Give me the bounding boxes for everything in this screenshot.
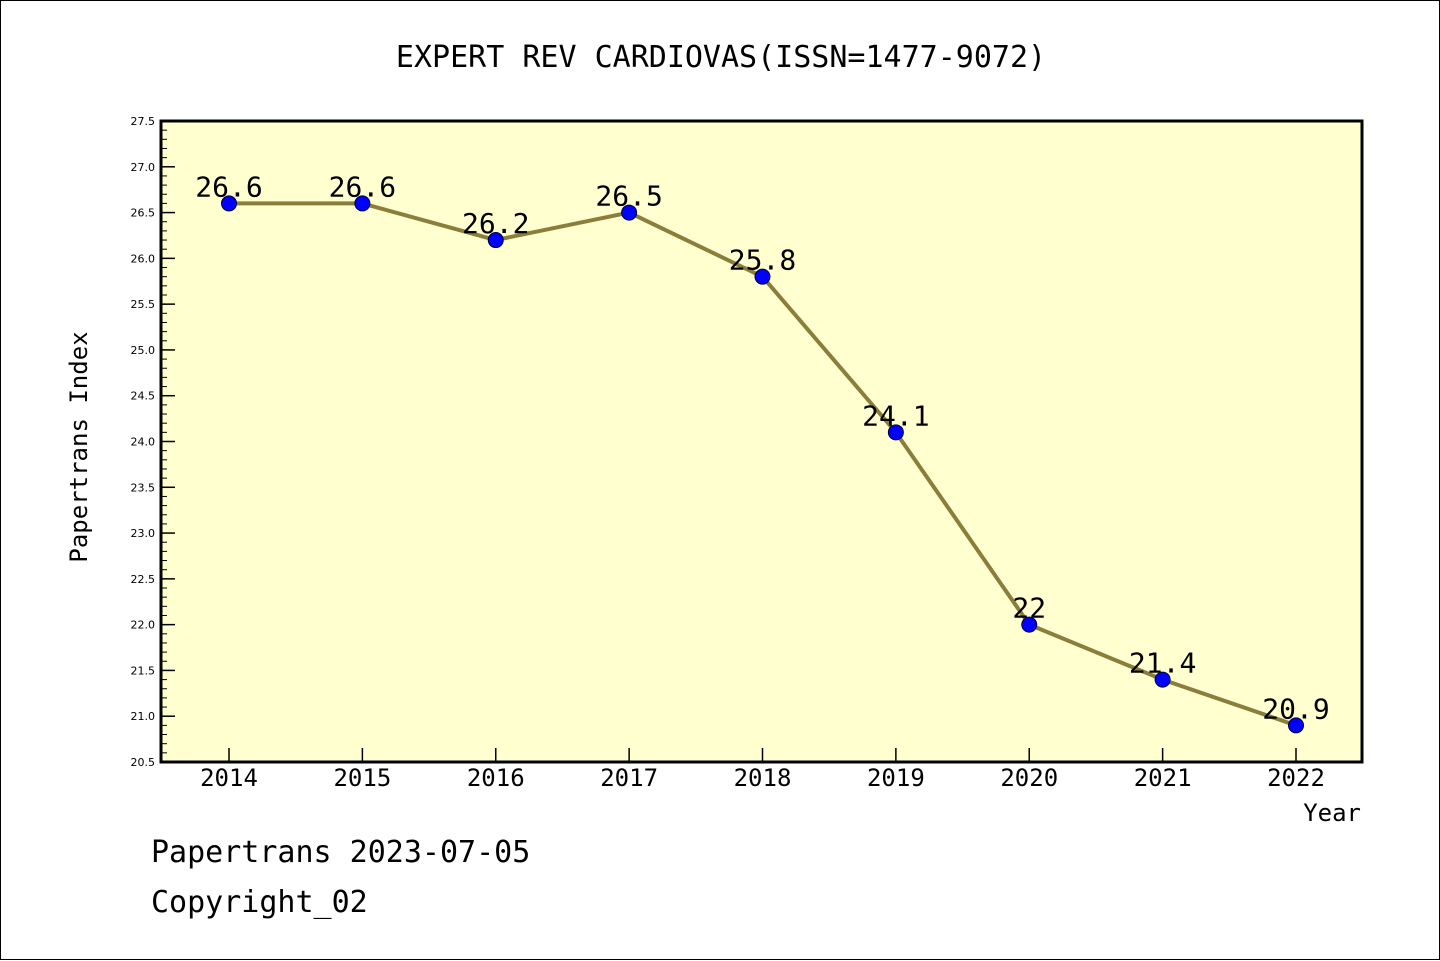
data-point: [1288, 717, 1304, 734]
y-tick-label: 21.5: [131, 664, 156, 677]
x-tick-label: 2019: [867, 764, 925, 792]
y-axis-ticks: 20.5 21.0 21.5 22.0 22.5 23.0 23.5 24.0 24.5 25.0…: [131, 115, 175, 769]
data-label: 26.6: [329, 170, 396, 203]
data-label: 21.4: [1129, 647, 1196, 680]
y-tick-label: 22.5: [131, 573, 156, 586]
data-point: [1154, 671, 1171, 688]
x-tick-label: 2014: [200, 764, 258, 792]
data-point: [754, 268, 771, 285]
x-axis-label: Year: [1303, 799, 1361, 827]
y-tick-label: 24.5: [131, 390, 156, 403]
data-label: 26.5: [595, 180, 662, 213]
data-label: 26.2: [462, 207, 529, 240]
data-point: [1021, 616, 1038, 633]
y-tick-label: 21.0: [131, 710, 156, 723]
data-points: [221, 195, 1304, 734]
y-tick-label: 20.5: [131, 756, 156, 769]
x-tick-label: 2016: [467, 764, 525, 792]
x-tick-label: 2018: [734, 764, 792, 792]
y-tick-label: 26.5: [131, 207, 156, 220]
footer-date: Papertrans 2023-07-05: [151, 835, 531, 870]
data-point: [887, 424, 904, 441]
y-tick-label: 24.0: [131, 436, 156, 449]
plot-frame: [159, 119, 1364, 764]
x-tick-label: 2020: [1000, 764, 1058, 792]
data-point: [621, 204, 638, 221]
y-tick-label: 25.0: [131, 344, 156, 357]
y-tick-label: 23.5: [131, 481, 156, 494]
data-label: 20.9: [1262, 692, 1329, 725]
data-point: [354, 195, 371, 212]
y-axis-label: Papertrans Index: [65, 331, 93, 562]
y-tick-label: 26.0: [131, 252, 156, 265]
x-tick-label: 2017: [600, 764, 658, 792]
y-tick-label: 27.5: [131, 115, 156, 128]
data-point: [487, 232, 504, 249]
y-tick-label: 27.0: [131, 161, 156, 174]
footer-copyright: Copyright_02: [151, 885, 368, 920]
chart-title: EXPERT REV CARDIOVAS(ISSN=1477-9072): [396, 40, 1046, 75]
data-labels: 26.6 26.6 26.2 26.5 25.8 24.1 22 21.4 20.9: [195, 170, 1329, 725]
data-label: 22: [1012, 592, 1046, 625]
data-point: [221, 195, 237, 212]
y-tick-label: 22.0: [131, 619, 156, 632]
data-label: 25.8: [729, 244, 796, 277]
x-axis-ticks: 2014 2015 2016 2017 2018 2019 2020 2021 2022: [200, 748, 1325, 792]
y-tick-label: 25.5: [131, 298, 156, 311]
data-label: 26.6: [195, 170, 262, 203]
plot-area: [161, 121, 1362, 762]
x-tick-label: 2015: [333, 764, 391, 792]
x-tick-label: 2021: [1134, 764, 1192, 792]
x-tick-label: 2022: [1267, 764, 1325, 792]
data-label: 24.1: [862, 399, 929, 432]
y-tick-label: 23.0: [131, 527, 156, 540]
